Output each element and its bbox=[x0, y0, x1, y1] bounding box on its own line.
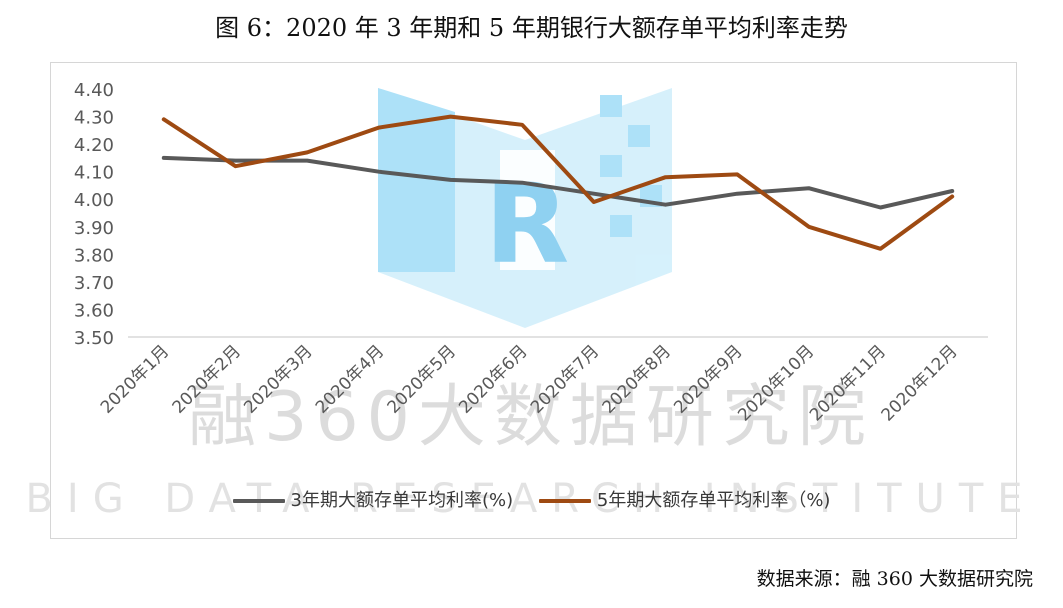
legend-swatch-3y bbox=[232, 499, 285, 503]
series-line-3y bbox=[161, 155, 955, 210]
x-tick-label: 2020年12月 bbox=[878, 341, 962, 425]
data-source: 数据来源：融 360 大数据研究院 bbox=[756, 568, 1033, 590]
y-tick-label: 4.00 bbox=[74, 190, 114, 211]
y-tick-label: 4.20 bbox=[74, 135, 114, 156]
chart-frame bbox=[50, 62, 1017, 539]
legend: 3年期大额存单平均利率(%) 5年期大额存单平均利率（%) bbox=[0, 486, 1063, 512]
watermark-logo: R bbox=[378, 88, 672, 328]
y-axis: 4.40 4.30 4.20 4.10 4.00 3.90 3.80 3.70 3.60 3.50 bbox=[74, 80, 114, 349]
legend-swatch-5y bbox=[538, 499, 591, 503]
watermark-en: BIG DATA RESEARCH INSTITUTE bbox=[25, 476, 1036, 522]
y-tick-label: 4.30 bbox=[74, 108, 114, 129]
y-tick-label: 3.90 bbox=[74, 218, 114, 239]
y-tick-label: 4.10 bbox=[74, 163, 114, 184]
legend-label-3y: 3年期大额存单平均利率(%) bbox=[290, 490, 514, 511]
y-tick-label: 3.70 bbox=[74, 273, 114, 294]
series-line-5y bbox=[161, 114, 955, 251]
watermark-logo-letter: R bbox=[485, 160, 570, 288]
y-tick-label: 3.50 bbox=[74, 328, 114, 349]
y-tick-label: 4.40 bbox=[74, 80, 114, 101]
legend-item-3y: 3年期大额存单平均利率(%) bbox=[232, 486, 514, 512]
x-tick-label: 2020年1月 bbox=[97, 341, 173, 417]
chart-title: 图 6：2020 年 3 年期和 5 年期银行大额存单平均利率走势 bbox=[215, 14, 848, 42]
legend-item-5y: 5年期大额存单平均利率（%) bbox=[538, 486, 831, 512]
series-group bbox=[161, 114, 955, 251]
watermark-cn: 融360大数据研究院 bbox=[188, 378, 874, 457]
legend-label-5y: 5年期大额存单平均利率（%) bbox=[596, 490, 831, 511]
y-tick-label: 3.80 bbox=[74, 245, 114, 266]
y-tick-label: 3.60 bbox=[74, 300, 114, 321]
